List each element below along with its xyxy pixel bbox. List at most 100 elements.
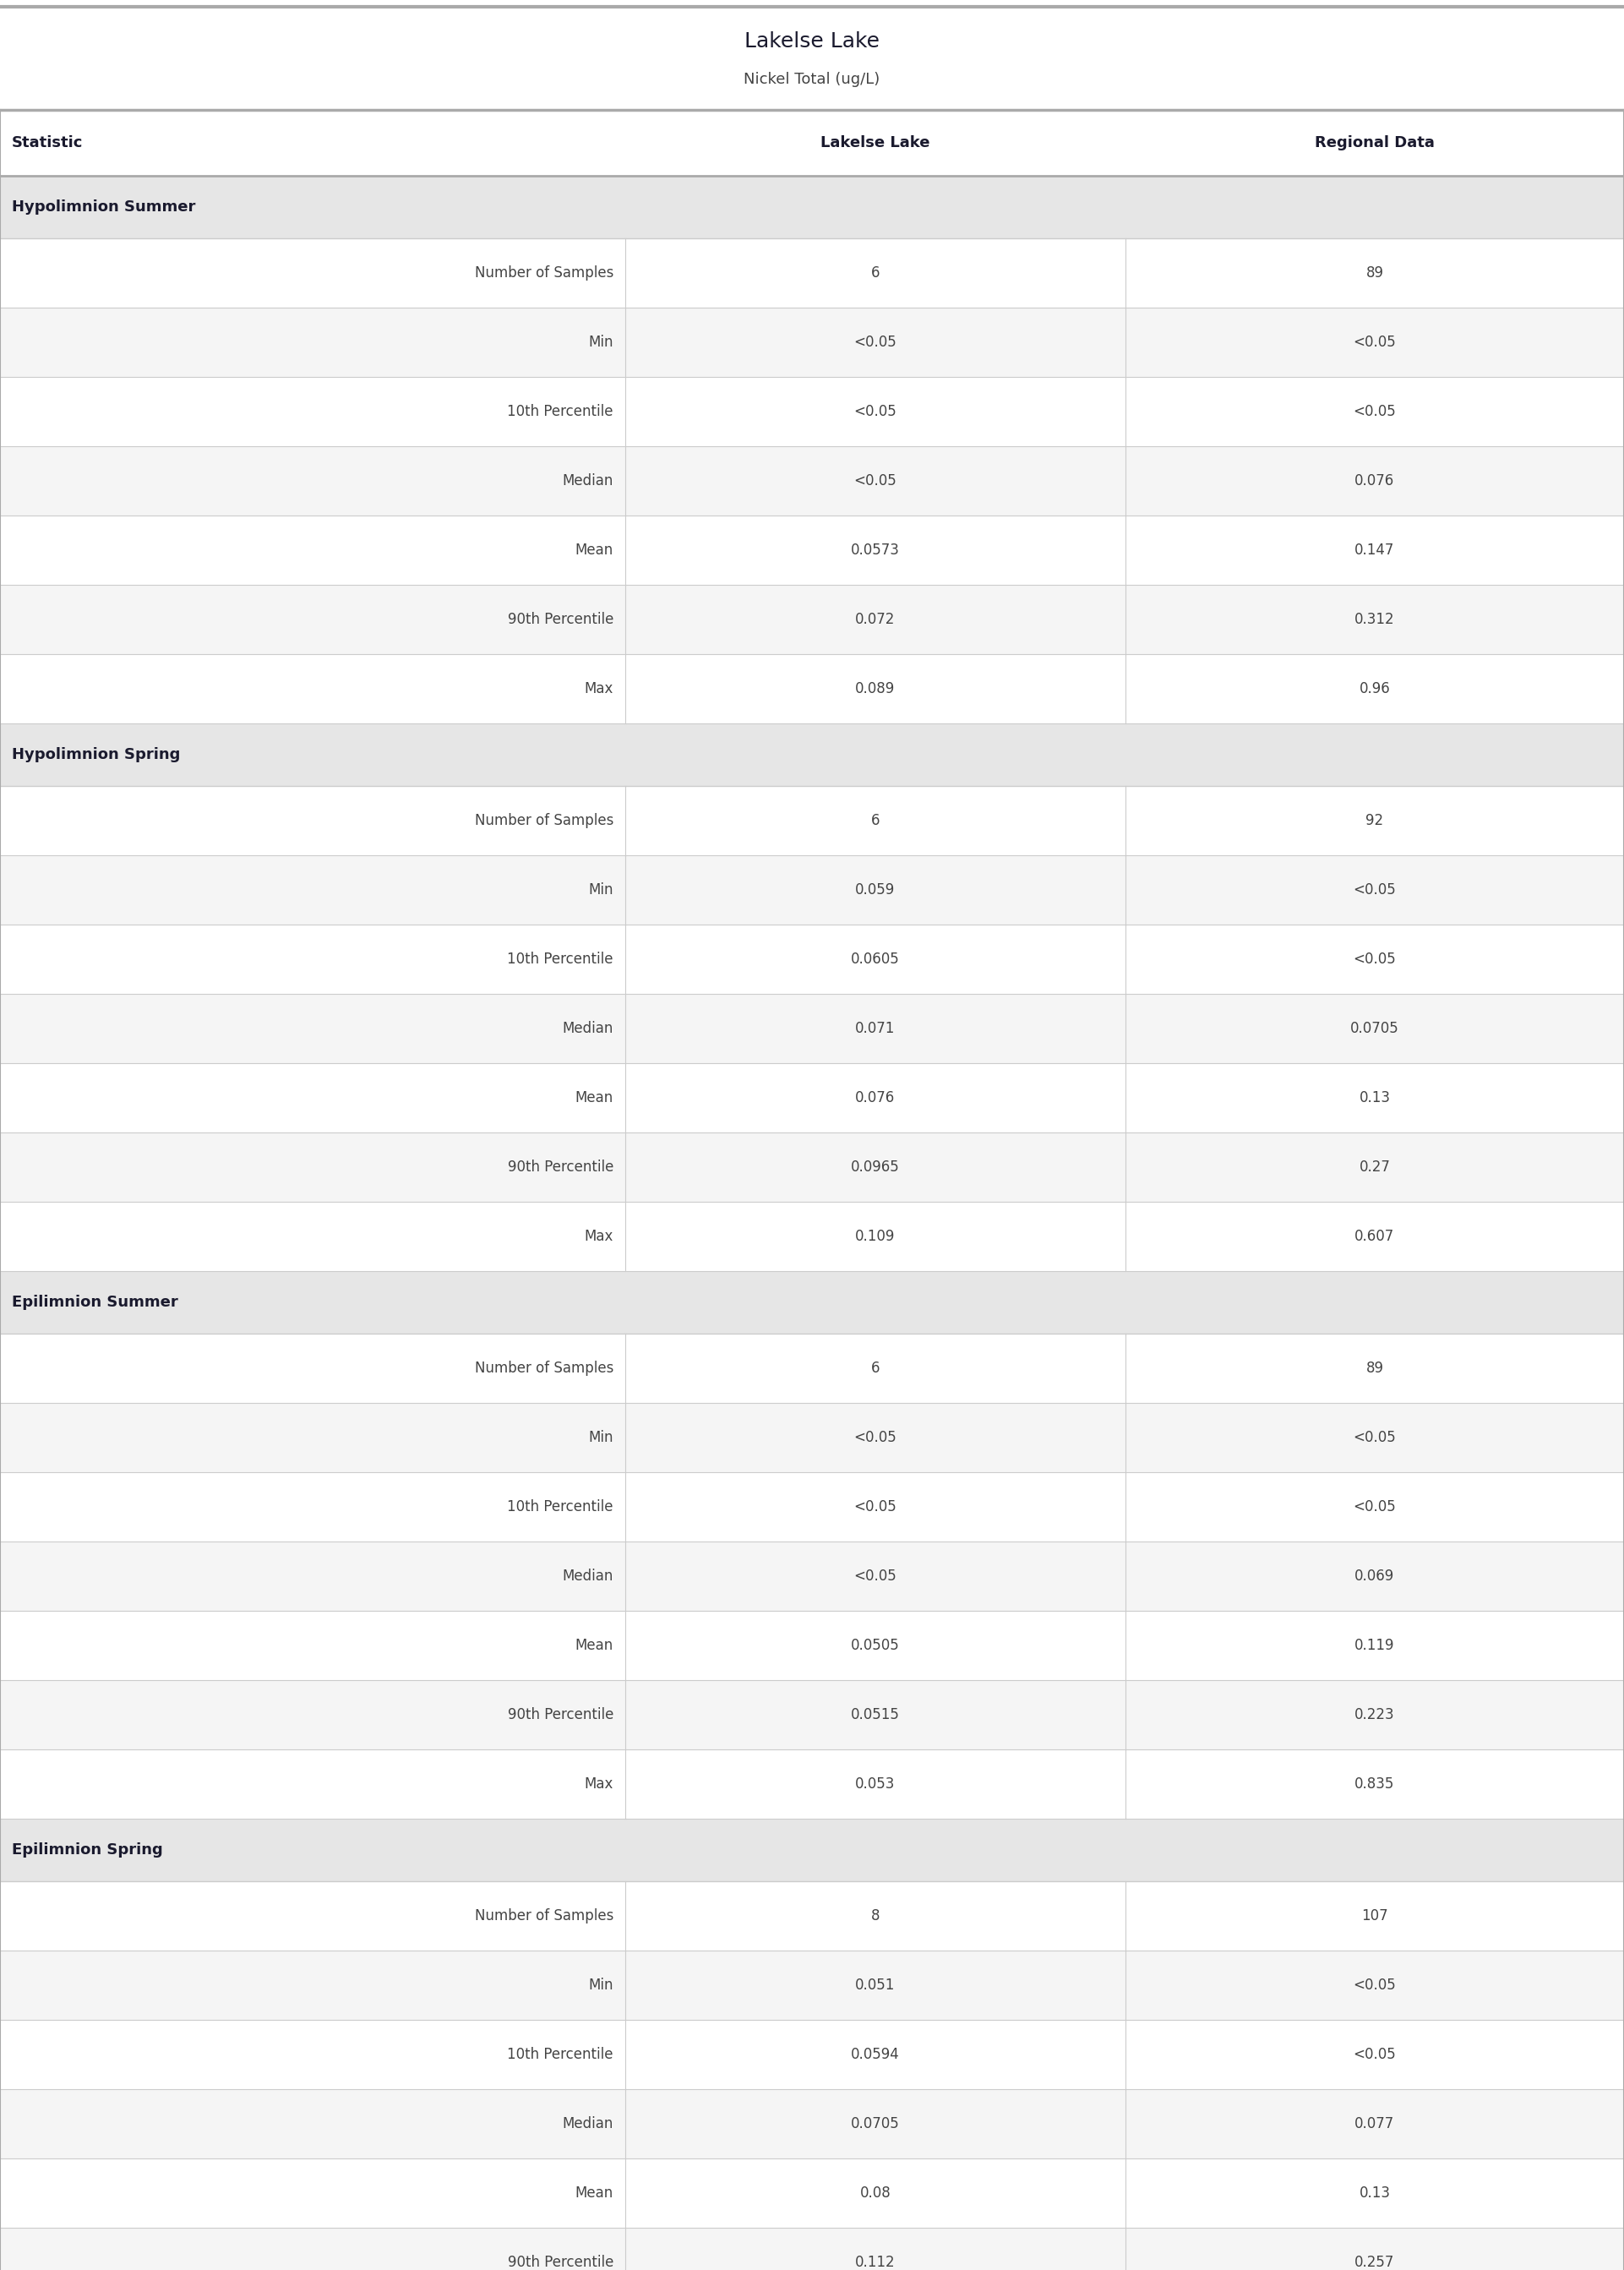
Text: Max: Max [585, 1228, 614, 1244]
Bar [0, 785, 1624, 856]
Text: 0.076: 0.076 [856, 1090, 895, 1105]
Text: 0.076: 0.076 [1354, 472, 1395, 488]
Text: <0.05: <0.05 [854, 404, 896, 420]
Text: <0.05: <0.05 [1353, 951, 1397, 967]
Text: <0.05: <0.05 [1353, 883, 1397, 897]
Text: Mean: Mean [575, 543, 614, 558]
Text: <0.05: <0.05 [1353, 1977, 1397, 1993]
Text: Number of Samples: Number of Samples [474, 813, 614, 829]
Bar [0, 175, 1624, 238]
Text: 0.0605: 0.0605 [851, 951, 900, 967]
Text: 0.072: 0.072 [856, 613, 895, 627]
Bar [0, 1403, 1624, 1473]
Bar [0, 309, 1624, 377]
Text: Mean: Mean [575, 2186, 614, 2200]
Bar [0, 2227, 1624, 2270]
Text: 0.13: 0.13 [1359, 1090, 1390, 1105]
Text: 0.077: 0.077 [1354, 2116, 1395, 2132]
Text: 0.0515: 0.0515 [851, 1707, 900, 1723]
Bar [0, 1541, 1624, 1612]
Bar [0, 1882, 1624, 1950]
Text: 89: 89 [1366, 1360, 1384, 1376]
Bar [0, 1750, 1624, 1818]
Text: Lakelse Lake: Lakelse Lake [820, 136, 931, 150]
Text: 0.835: 0.835 [1354, 1777, 1395, 1791]
Text: <0.05: <0.05 [854, 1430, 896, 1446]
Text: Min: Min [588, 883, 614, 897]
Text: <0.05: <0.05 [854, 472, 896, 488]
Text: Min: Min [588, 1977, 614, 1993]
Text: Median: Median [562, 1569, 614, 1584]
Text: 90th Percentile: 90th Percentile [507, 1160, 614, 1174]
Text: Regional Data: Regional Data [1315, 136, 1434, 150]
Bar [0, 1062, 1624, 1133]
Text: 90th Percentile: 90th Percentile [507, 613, 614, 627]
Text: Number of Samples: Number of Samples [474, 1360, 614, 1376]
Text: Hypolimnion Spring: Hypolimnion Spring [11, 747, 180, 763]
Text: Lakelse Lake: Lakelse Lake [744, 32, 880, 52]
Text: 0.089: 0.089 [856, 681, 895, 697]
Text: 6: 6 [870, 813, 880, 829]
Text: 10th Percentile: 10th Percentile [507, 2048, 614, 2061]
Bar [0, 724, 1624, 785]
Text: Number of Samples: Number of Samples [474, 266, 614, 281]
Text: 10th Percentile: 10th Percentile [507, 951, 614, 967]
Text: <0.05: <0.05 [1353, 404, 1397, 420]
Text: <0.05: <0.05 [1353, 334, 1397, 350]
Text: 0.0705: 0.0705 [1350, 1022, 1400, 1035]
Bar [0, 2020, 1624, 2088]
Text: Nickel Total (ug/L): Nickel Total (ug/L) [744, 70, 880, 86]
Text: Min: Min [588, 334, 614, 350]
Bar [0, 2088, 1624, 2159]
Text: 0.069: 0.069 [1354, 1569, 1395, 1584]
Bar [0, 1680, 1624, 1750]
Bar [0, 1332, 1624, 1403]
Bar [0, 654, 1624, 724]
Text: 0.27: 0.27 [1359, 1160, 1390, 1174]
Text: 0.071: 0.071 [856, 1022, 895, 1035]
Text: 0.13: 0.13 [1359, 2186, 1390, 2200]
Text: 0.119: 0.119 [1354, 1639, 1395, 1653]
Text: 0.0965: 0.0965 [851, 1160, 900, 1174]
Text: 0.96: 0.96 [1359, 681, 1390, 697]
Bar [0, 1271, 1624, 1332]
Text: 6: 6 [870, 266, 880, 281]
Text: 0.059: 0.059 [856, 883, 895, 897]
Bar [0, 1950, 1624, 2020]
Text: 92: 92 [1366, 813, 1384, 829]
Text: Max: Max [585, 681, 614, 697]
Text: Min: Min [588, 1430, 614, 1446]
Text: Median: Median [562, 2116, 614, 2132]
Bar [0, 1201, 1624, 1271]
Text: Median: Median [562, 472, 614, 488]
Text: 6: 6 [870, 1360, 880, 1376]
Text: 10th Percentile: 10th Percentile [507, 1498, 614, 1514]
Bar [0, 924, 1624, 994]
Text: 0.053: 0.053 [856, 1777, 895, 1791]
Text: <0.05: <0.05 [1353, 1430, 1397, 1446]
Bar [0, 586, 1624, 654]
Text: <0.05: <0.05 [854, 1569, 896, 1584]
Text: Mean: Mean [575, 1090, 614, 1105]
Bar [0, 856, 1624, 924]
Bar [0, 238, 1624, 309]
Text: 89: 89 [1366, 266, 1384, 281]
Text: 0.0594: 0.0594 [851, 2048, 900, 2061]
Text: Median: Median [562, 1022, 614, 1035]
Text: 90th Percentile: 90th Percentile [507, 1707, 614, 1723]
Text: Epilimnion Summer: Epilimnion Summer [11, 1294, 179, 1310]
Text: 0.08: 0.08 [859, 2186, 892, 2200]
Text: 0.312: 0.312 [1354, 613, 1395, 627]
Text: 0.257: 0.257 [1354, 2254, 1395, 2270]
Bar [0, 447, 1624, 515]
Bar [0, 109, 1624, 175]
Text: Epilimnion Spring: Epilimnion Spring [11, 1843, 162, 1857]
Text: 90th Percentile: 90th Percentile [507, 2254, 614, 2270]
Text: 0.112: 0.112 [856, 2254, 895, 2270]
Text: 10th Percentile: 10th Percentile [507, 404, 614, 420]
Bar [0, 515, 1624, 586]
Text: <0.05: <0.05 [1353, 2048, 1397, 2061]
Text: 0.0705: 0.0705 [851, 2116, 900, 2132]
Text: 0.109: 0.109 [856, 1228, 895, 1244]
Bar [0, 994, 1624, 1062]
